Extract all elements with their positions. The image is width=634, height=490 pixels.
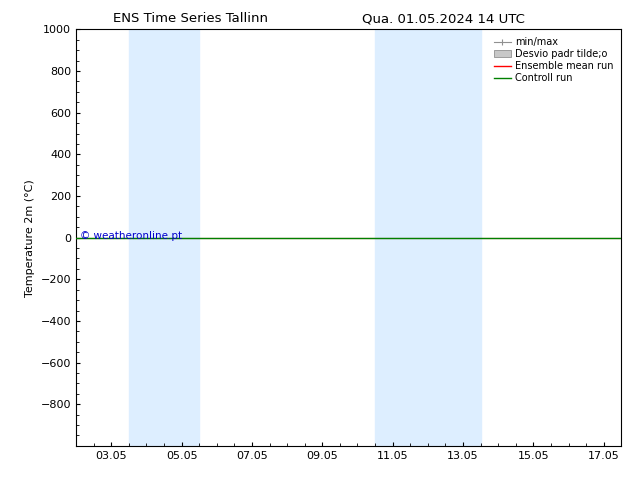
Bar bbox=[129, 29, 199, 446]
Bar bbox=[375, 29, 481, 446]
Text: Qua. 01.05.2024 14 UTC: Qua. 01.05.2024 14 UTC bbox=[363, 12, 525, 25]
Text: © weatheronline.pt: © weatheronline.pt bbox=[80, 231, 182, 242]
Text: ENS Time Series Tallinn: ENS Time Series Tallinn bbox=[113, 12, 268, 25]
Legend: min/max, Desvio padr tilde;o, Ensemble mean run, Controll run: min/max, Desvio padr tilde;o, Ensemble m… bbox=[491, 34, 616, 86]
Y-axis label: Temperature 2m (°C): Temperature 2m (°C) bbox=[25, 179, 35, 296]
